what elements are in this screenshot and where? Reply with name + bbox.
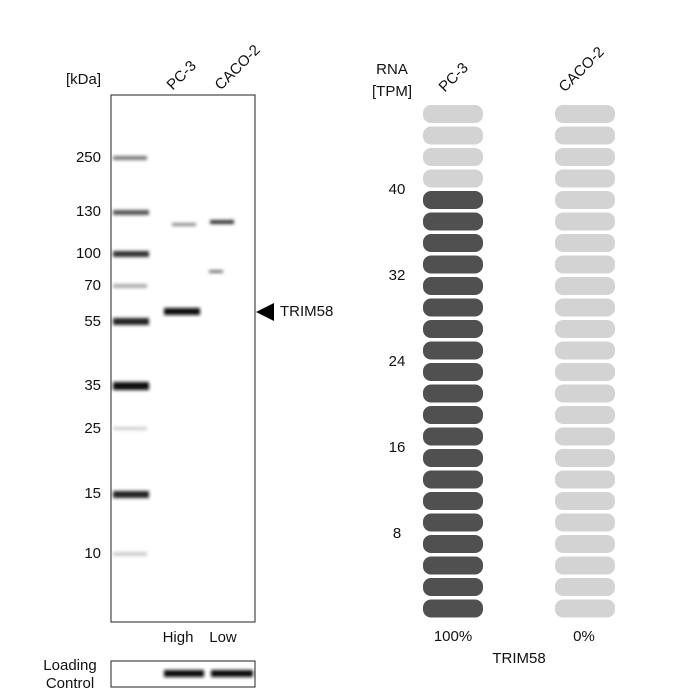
rna-pill	[423, 212, 483, 231]
rna-tick-label: 16	[389, 439, 406, 456]
rna-pill	[423, 298, 483, 317]
rna-pill	[555, 298, 615, 317]
rna-pill	[423, 105, 483, 123]
rna-pill	[555, 599, 615, 618]
lane-label: CACO-2	[212, 42, 264, 94]
rna-tick-label: 32	[389, 267, 406, 284]
rna-pill	[555, 234, 615, 252]
rna-pill	[555, 105, 615, 123]
blot-bands	[113, 156, 234, 556]
rna-pill	[555, 513, 615, 532]
rna-pill	[555, 169, 615, 188]
rna-pill	[555, 191, 615, 209]
rna-pill	[423, 277, 483, 295]
rna-pill	[555, 126, 615, 145]
rna-pill	[423, 556, 483, 575]
rna-pill	[423, 169, 483, 188]
rna-pill	[423, 449, 483, 467]
rna-pill	[555, 578, 615, 596]
loading-bands	[164, 670, 253, 677]
rna-pill	[423, 578, 483, 596]
rna-pill	[555, 384, 615, 403]
rna-pill	[555, 363, 615, 381]
rna-pill	[555, 255, 615, 274]
blot-frame	[110, 94, 256, 623]
rna-axis-label: [TPM]	[372, 83, 412, 100]
loading-label: Loading	[43, 657, 96, 674]
marker-label: 250	[76, 149, 101, 166]
rna-pill	[423, 513, 483, 532]
rna-pill	[423, 148, 483, 166]
rna-pill	[423, 535, 483, 553]
rna-lane-label: PC-3	[436, 59, 472, 95]
rna-axis-label: RNA	[376, 61, 408, 78]
marker-label: 55	[84, 313, 101, 330]
rna-pill	[555, 449, 615, 467]
gene-label: TRIM58	[492, 650, 545, 667]
lane-label: PC-3	[164, 57, 200, 93]
rna-pill	[423, 599, 483, 618]
expression-label: High	[163, 629, 194, 646]
marker-label: 35	[84, 377, 101, 394]
rna-lane-label: CACO-2	[556, 44, 608, 96]
marker-label: 10	[84, 545, 101, 562]
rna-tick-label: 8	[393, 525, 401, 542]
unit-label: [kDa]	[66, 71, 101, 88]
rna-pill	[555, 535, 615, 553]
rna-pill	[423, 470, 483, 489]
rna-pill	[555, 212, 615, 231]
expression-label: Low	[209, 629, 237, 646]
rna-pill	[423, 341, 483, 360]
percentage: 0%	[573, 628, 595, 645]
marker-label: 15	[84, 485, 101, 502]
rna-pill	[423, 255, 483, 274]
rna-pill	[555, 341, 615, 360]
loading-label: Control	[46, 675, 94, 692]
percentage: 100%	[434, 628, 472, 645]
marker-label: 25	[84, 420, 101, 437]
rna-pill	[423, 363, 483, 381]
target-label: TRIM58	[280, 303, 333, 320]
rna-pill	[423, 234, 483, 252]
rna-pill	[423, 492, 483, 510]
rna-tick-label: 40	[389, 181, 406, 198]
rna-pill	[555, 556, 615, 575]
marker-label: 70	[84, 277, 101, 294]
rna-pill	[555, 406, 615, 424]
rna-pill	[555, 427, 615, 446]
rna-pill	[423, 384, 483, 403]
rna-pill	[555, 277, 615, 295]
rna-pill	[423, 427, 483, 446]
rna-pill	[423, 320, 483, 338]
rna-tick-label: 24	[389, 353, 406, 370]
rna-pill	[555, 320, 615, 338]
target-arrow	[256, 303, 274, 321]
rna-pill	[423, 126, 483, 145]
rna-pill	[555, 470, 615, 489]
marker-label: 130	[76, 203, 101, 220]
marker-label: 100	[76, 245, 101, 262]
rna-pill	[555, 148, 615, 166]
rna-pill	[423, 191, 483, 209]
rna-pill	[423, 406, 483, 424]
rna-pill	[555, 492, 615, 510]
